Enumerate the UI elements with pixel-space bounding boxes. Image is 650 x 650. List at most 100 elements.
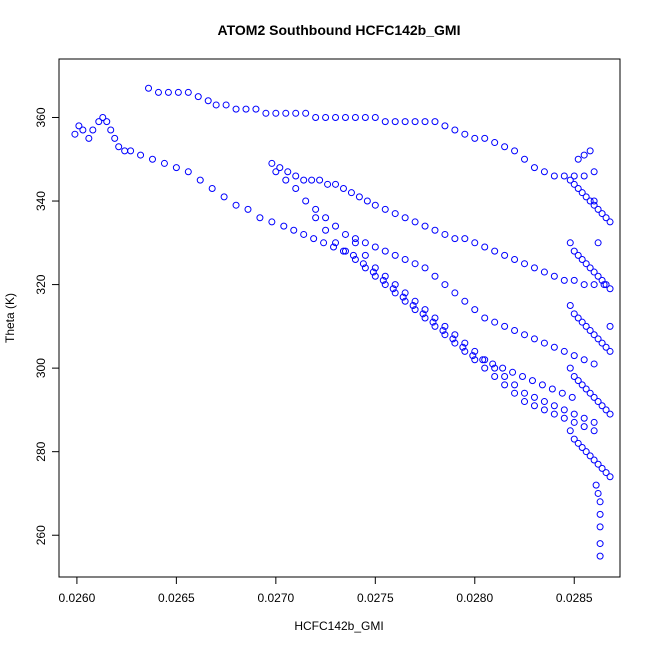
data-point (570, 435, 578, 443)
data-point (399, 293, 407, 301)
data-point (232, 201, 240, 209)
data-point (111, 134, 119, 142)
data-point (292, 109, 300, 117)
data-point (75, 122, 83, 130)
data-point (451, 126, 459, 134)
data-point (441, 230, 449, 238)
data-point (481, 364, 489, 372)
data-point (594, 205, 602, 213)
y-tick-label: 360 (34, 107, 48, 127)
data-point (481, 356, 489, 364)
data-point (330, 243, 338, 251)
data-point (421, 306, 429, 314)
data-point (232, 105, 240, 113)
data-point (312, 214, 320, 222)
data-point (530, 402, 538, 410)
data-point (590, 418, 598, 426)
data-point (361, 239, 369, 247)
x-tick-label: 0.0280 (456, 591, 493, 605)
data-point (71, 130, 79, 138)
data-point (519, 372, 527, 380)
data-point (568, 393, 576, 401)
data-point (99, 113, 107, 121)
data-point (582, 448, 590, 456)
data-point (602, 343, 610, 351)
data-point (558, 389, 566, 397)
data-point (300, 230, 308, 238)
data-point (89, 126, 97, 134)
data-point (244, 205, 252, 213)
data-point (284, 168, 292, 176)
data-point (256, 214, 264, 222)
data-point (471, 306, 479, 314)
data-point (586, 389, 594, 397)
data-point (194, 93, 202, 101)
data-point (421, 264, 429, 272)
data-point (550, 172, 558, 180)
data-point (590, 197, 598, 205)
data-point (381, 272, 389, 280)
data-point (411, 118, 419, 126)
data-point (491, 318, 499, 326)
data-point (530, 335, 538, 343)
data-point (594, 239, 602, 247)
data-point (351, 239, 359, 247)
data-point (347, 189, 355, 197)
data-point (580, 151, 588, 159)
data-point (429, 318, 437, 326)
data-point (598, 276, 606, 284)
data-point (582, 260, 590, 268)
data-point (441, 322, 449, 330)
data-point (322, 226, 330, 234)
data-point (570, 247, 578, 255)
data-point (339, 185, 347, 192)
data-point (381, 118, 389, 126)
data-point (491, 372, 499, 380)
data-point (600, 281, 608, 289)
data-point (431, 322, 439, 330)
data-point (590, 201, 598, 209)
data-point (491, 364, 499, 372)
data-point (282, 176, 290, 184)
data-point (324, 180, 332, 188)
data-point (461, 235, 469, 243)
data-point (361, 264, 369, 272)
data-point (598, 210, 606, 218)
data-point (570, 310, 578, 318)
data-point (268, 218, 276, 226)
data-point (302, 109, 310, 117)
data-point (137, 151, 145, 159)
data-point (570, 276, 578, 284)
data-point (212, 101, 220, 109)
data-point (369, 268, 377, 276)
x-tick-label: 0.0265 (158, 591, 195, 605)
data-point (441, 331, 449, 339)
data-point (208, 185, 216, 192)
x-axis: 0.0260 0.0265 0.0270 0.0275 0.0280 0.0285 (59, 576, 593, 605)
data-point (596, 552, 604, 560)
data-point (184, 88, 192, 96)
data-point (431, 118, 439, 126)
data-point (391, 118, 399, 126)
data-point (578, 189, 586, 197)
plot-frame (58, 58, 621, 578)
data-point (586, 147, 594, 155)
data-point (312, 205, 320, 213)
data-point (586, 327, 594, 335)
data-point (509, 368, 517, 376)
data-point (550, 402, 558, 410)
y-tick-label: 320 (34, 274, 48, 294)
data-point (411, 297, 419, 305)
data-point (363, 197, 371, 205)
data-point (570, 410, 578, 418)
data-point (590, 360, 598, 368)
data-point (596, 540, 604, 548)
data-point (379, 276, 387, 284)
data-point (341, 113, 349, 121)
data-point (586, 452, 594, 460)
data-point (79, 126, 87, 134)
data-point (127, 147, 135, 155)
data-point (121, 147, 129, 155)
data-point (371, 264, 379, 272)
data-point (578, 318, 586, 326)
